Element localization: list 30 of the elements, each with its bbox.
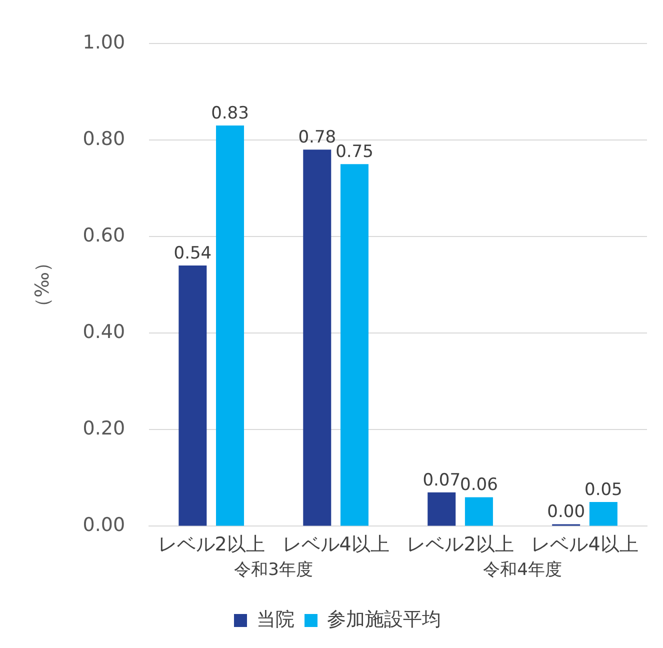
data-label: 0.78 — [298, 128, 336, 148]
y-tick-label: 0.00 — [82, 514, 126, 536]
bar — [340, 164, 368, 526]
x-tick-label: レベル2以上 — [406, 534, 514, 556]
bar — [178, 265, 207, 526]
bar — [464, 497, 493, 526]
x-tick-label: レベル4以上 — [531, 534, 638, 556]
data-label: 0.83 — [211, 103, 249, 124]
data-label: 0.54 — [174, 243, 212, 264]
legend-label: 当院 — [256, 608, 294, 630]
bar — [216, 125, 244, 526]
bar — [589, 502, 618, 526]
text: 令和3年度 — [234, 560, 313, 580]
data-label: 0.06 — [460, 475, 498, 496]
x-tick-label: レベル4以上 — [282, 534, 390, 556]
x-tick-label: レベル2以上 — [158, 534, 265, 556]
data-label: 0.07 — [422, 470, 461, 490]
data-label: 0.05 — [584, 480, 622, 500]
y-axis-title: （‰） — [31, 253, 54, 317]
y-tick-label: 0.60 — [82, 224, 126, 246]
bar — [428, 492, 456, 526]
y-tick-label: 1.00 — [82, 31, 126, 54]
bar — [303, 150, 332, 526]
data-label: 0.00 — [547, 502, 586, 522]
y-tick-label: 0.40 — [82, 321, 126, 344]
y-tick-label: 0.20 — [82, 418, 126, 440]
data-label: 0.75 — [336, 142, 374, 162]
legend-label: 参加施設平均 — [327, 608, 441, 630]
y-tick-label: 0.80 — [82, 128, 126, 150]
text: 令和4年度 — [483, 560, 562, 580]
